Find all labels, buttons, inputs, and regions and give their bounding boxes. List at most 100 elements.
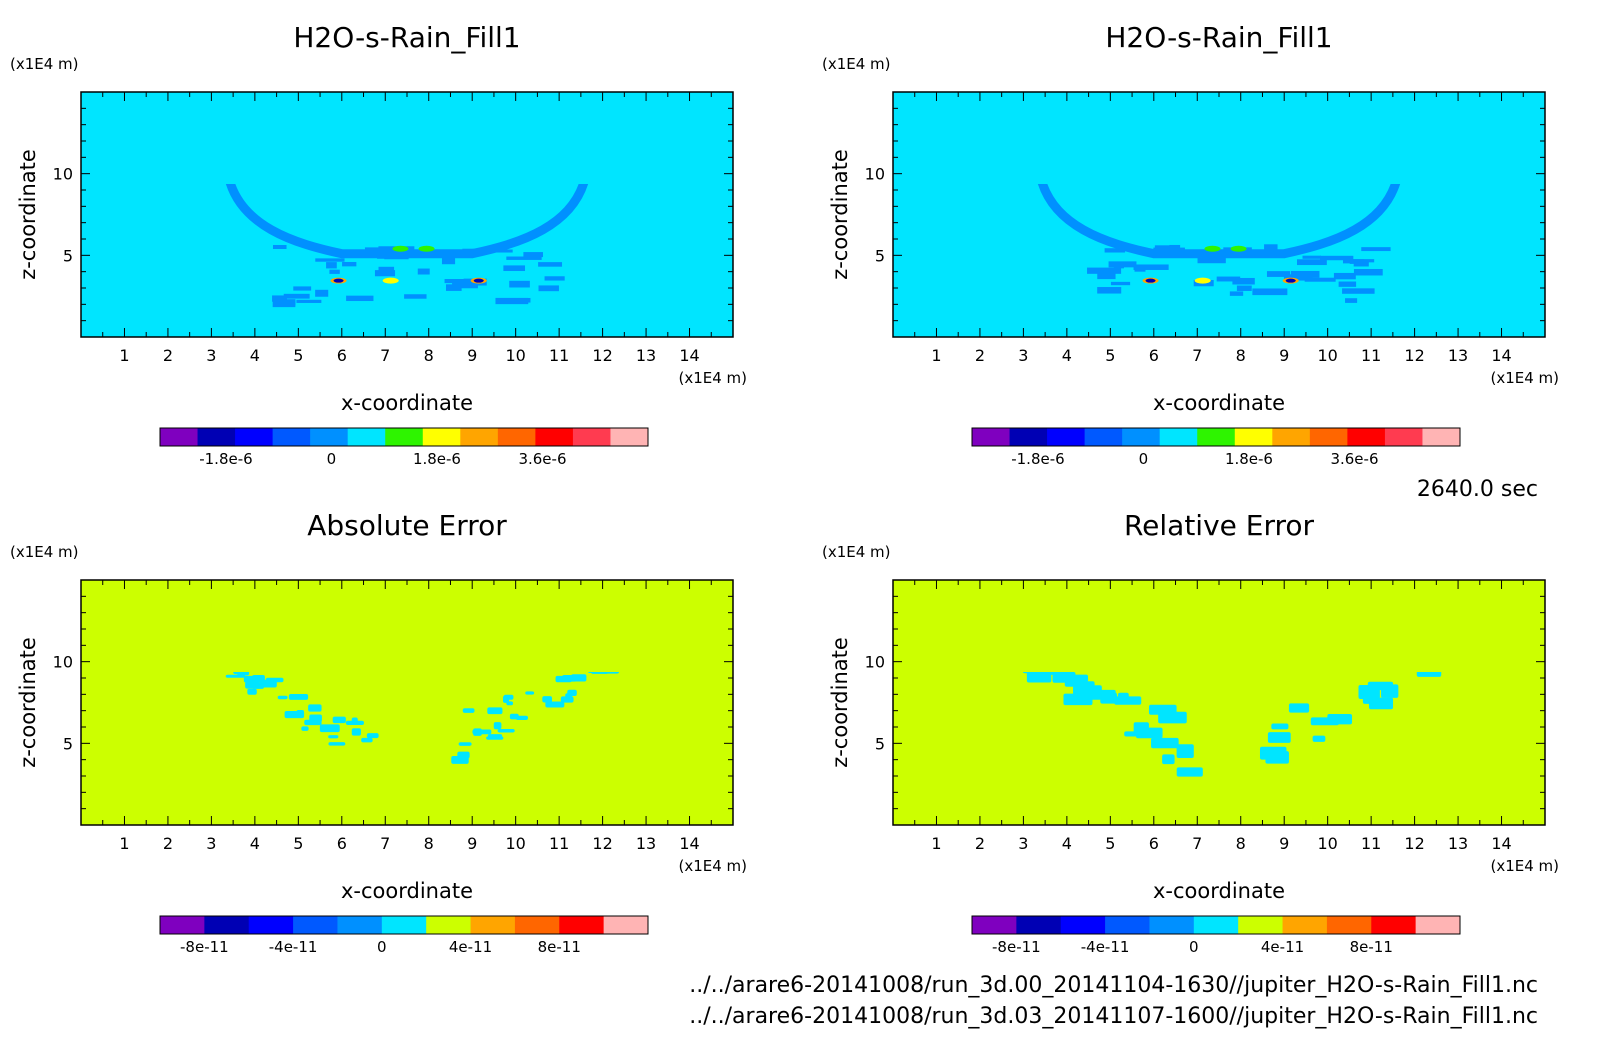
- x-unit-label: (x1E4 m): [1490, 369, 1559, 387]
- feature-cell: [1216, 276, 1241, 282]
- error-blob: [1312, 735, 1326, 742]
- feature-cell: [1342, 288, 1375, 294]
- colorbar-swatch: [381, 916, 427, 934]
- error-blob: [247, 688, 257, 695]
- colorbar-label: 0: [377, 938, 387, 956]
- error-blob: [462, 708, 475, 713]
- error-blob: [351, 728, 361, 736]
- colorbar-label: 3.6e-6: [518, 450, 566, 468]
- colorbar-label: -4e-11: [1081, 938, 1130, 956]
- colorbar-swatch: [160, 428, 199, 446]
- error-blob: [565, 693, 573, 698]
- x-tick-label: 14: [1491, 834, 1511, 853]
- colorbar-swatch: [385, 428, 424, 446]
- error-blob: [1368, 697, 1394, 710]
- error-blob: [503, 694, 514, 700]
- error-blob: [233, 672, 241, 675]
- feature-cell: [329, 269, 340, 274]
- feature-cell: [1104, 248, 1126, 253]
- error-blob: [308, 704, 322, 712]
- colorbar-label: -4e-11: [269, 938, 318, 956]
- y-unit-label: (x1E4 m): [822, 543, 891, 561]
- feature-cell: [1197, 256, 1226, 264]
- field-features: [225, 672, 620, 764]
- x-tick-label: 10: [505, 346, 525, 365]
- feature-cell: [452, 281, 478, 289]
- colorbar-swatch: [1371, 916, 1417, 934]
- feature-cell: [506, 256, 542, 260]
- y-tick-label: 5: [875, 246, 885, 265]
- chart-title: Relative Error: [1124, 509, 1315, 542]
- plot-area: [893, 580, 1545, 825]
- feature-cell: [444, 278, 479, 284]
- feature-bowl: [1037, 184, 1401, 259]
- x-tick-label: 4: [250, 346, 260, 365]
- colorbar-swatch: [1234, 428, 1273, 446]
- timestamp-label: 2640.0 sec: [1417, 477, 1538, 502]
- x-tick-label: 5: [1105, 346, 1115, 365]
- colorbar-swatch: [497, 428, 536, 446]
- colorbar-swatch: [204, 916, 250, 934]
- x-tick-label: 8: [1236, 834, 1246, 853]
- error-blob: [328, 735, 339, 739]
- x-axis-label: x-coordinate: [341, 879, 473, 903]
- colorbar-swatch: [1060, 916, 1106, 934]
- colorbar-swatch: [972, 428, 1011, 446]
- plot-area: [81, 92, 733, 337]
- x-tick-label: 4: [1062, 346, 1072, 365]
- feature-cell: [1361, 247, 1391, 252]
- error-blob: [309, 714, 322, 722]
- feature-cell: [417, 268, 430, 275]
- x-axis-label: x-coordinate: [1153, 391, 1285, 415]
- colorbar-swatch: [160, 916, 205, 934]
- feature-cell: [1266, 271, 1291, 277]
- error-blob: [361, 737, 373, 743]
- hot-spot: [1194, 277, 1211, 284]
- x-tick-label: 8: [424, 834, 434, 853]
- chart-panel: Relative Error(x1E4 m)1 2 3 4 5 6 7 8 9 10 11 12 13 1…: [822, 509, 1559, 956]
- colorbar-swatch: [422, 428, 461, 446]
- y-tick-label: 5: [63, 734, 73, 753]
- error-blob: [265, 677, 284, 683]
- x-tick-label: 7: [380, 834, 390, 853]
- x-tick-label: 13: [636, 834, 656, 853]
- colorbar-swatch: [559, 916, 605, 934]
- feature-cell: [503, 265, 526, 272]
- error-blob: [515, 715, 528, 720]
- colorbar-swatch: [310, 428, 349, 446]
- colorbar-swatch: [514, 916, 560, 934]
- x-tick-label: 2: [975, 346, 985, 365]
- colorbar-label: 0: [1139, 450, 1149, 468]
- hot-spot: [1230, 245, 1247, 252]
- feature-cell: [523, 252, 543, 258]
- colorbar-frame: [971, 427, 1461, 447]
- error-blob: [277, 695, 288, 700]
- error-blob: [562, 675, 577, 682]
- feature-cell: [326, 262, 337, 269]
- field-features: [1022, 672, 1442, 777]
- hot-spot-core: [473, 278, 484, 283]
- x-tick-label: 9: [467, 834, 477, 853]
- x-tick-label: 3: [206, 834, 216, 853]
- feature-cell: [346, 295, 374, 302]
- x-axis-label: x-coordinate: [341, 391, 473, 415]
- error-blob: [1052, 672, 1076, 683]
- x-tick-label: 10: [505, 834, 525, 853]
- error-blob: [493, 722, 502, 730]
- colorbar-swatch: [197, 428, 236, 446]
- feature-cell: [1319, 255, 1354, 261]
- colorbar-swatch: [1282, 916, 1328, 934]
- x-tick-label: 7: [1192, 834, 1202, 853]
- feature-cell: [544, 276, 565, 281]
- feature-cell: [293, 286, 312, 291]
- error-blob: [366, 733, 379, 739]
- x-tick-label: 8: [424, 346, 434, 365]
- colorbar-swatch: [347, 428, 386, 446]
- x-tick-label: 9: [1279, 834, 1289, 853]
- feature-bowl: [225, 184, 589, 259]
- feature-cell: [1302, 255, 1321, 259]
- feature-cell: [272, 295, 287, 302]
- colorbar-swatch: [1347, 428, 1386, 446]
- error-blob: [497, 728, 515, 733]
- colorbar-frame: [159, 915, 649, 935]
